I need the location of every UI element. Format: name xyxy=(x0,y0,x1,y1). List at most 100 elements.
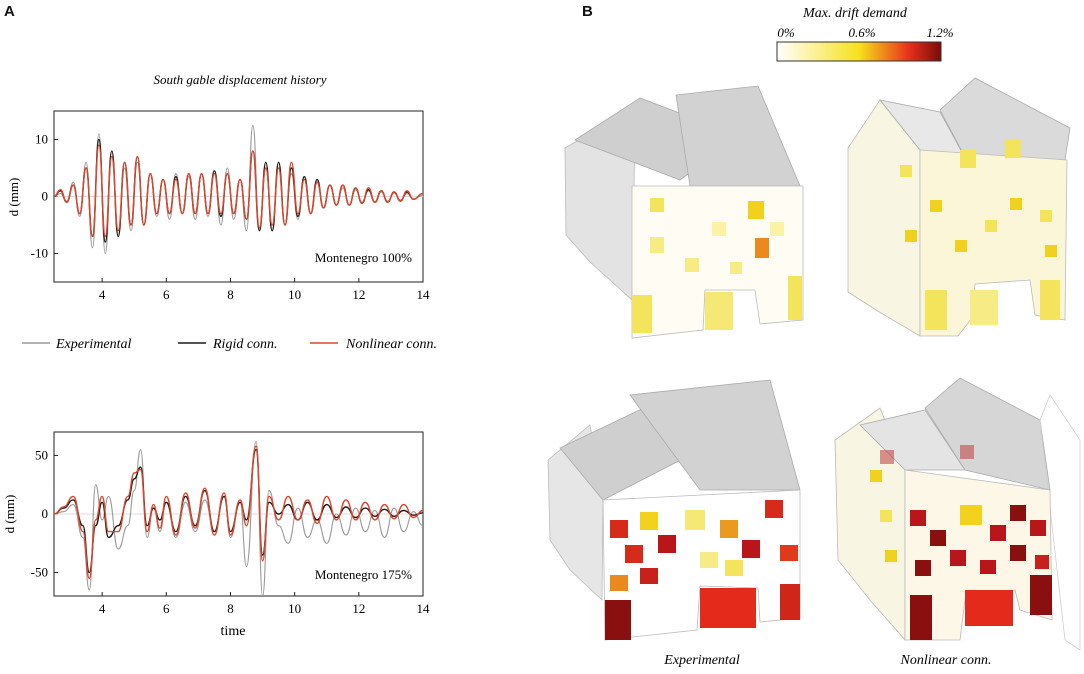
b2-cell xyxy=(1045,245,1057,257)
b3-cell xyxy=(780,584,800,620)
x-tick-label: 14 xyxy=(417,601,431,616)
b1-cell xyxy=(632,295,652,333)
b4-cell xyxy=(910,595,932,640)
b3-cell xyxy=(742,540,760,558)
chart2-xlabel: time xyxy=(221,624,246,639)
b1-cell xyxy=(650,198,664,212)
series-line-rigid-conn xyxy=(54,448,423,574)
b1-cell xyxy=(755,238,769,258)
chart2-series xyxy=(54,440,423,596)
b2-cell xyxy=(985,220,997,232)
b4-cell xyxy=(870,470,882,482)
y-tick-label: -50 xyxy=(31,565,48,580)
b1-front-wall xyxy=(631,185,804,339)
chart2-ylabel: d (mm) xyxy=(2,495,17,534)
b3-cell xyxy=(700,552,718,568)
colorbar-title: Max. drift demand xyxy=(802,6,908,21)
b2-cell xyxy=(1005,140,1021,158)
y-tick-label: -10 xyxy=(31,246,48,261)
y-tick-label: 10 xyxy=(35,132,48,147)
b2-cell xyxy=(900,165,912,177)
x-tick-label: 10 xyxy=(288,601,301,616)
legend: Experimental Rigid conn. Nonlinear conn. xyxy=(22,337,437,352)
building-nl-175 xyxy=(834,377,1081,651)
series-line-experimental xyxy=(54,440,423,596)
b3-cell xyxy=(720,520,738,538)
b4-cell xyxy=(885,550,897,562)
b1-roof-right xyxy=(675,85,801,187)
b4-cell xyxy=(910,510,926,526)
b4-cell xyxy=(1010,505,1026,521)
b2-front-wall xyxy=(919,149,1068,337)
b4-cell xyxy=(930,530,946,546)
colorbar-gradient xyxy=(776,41,942,62)
b2-cell xyxy=(1010,198,1022,210)
y-tick-label: 0 xyxy=(42,506,49,521)
b3-cell xyxy=(765,500,783,518)
building-exp-100 xyxy=(564,85,804,339)
b4-cell xyxy=(915,560,931,576)
building-exp-175 xyxy=(547,379,801,641)
b4-cell xyxy=(950,550,966,566)
b3-cell xyxy=(610,575,628,591)
b2-cell xyxy=(970,290,998,325)
b2-cell xyxy=(960,150,976,168)
b4-cell xyxy=(1035,555,1049,569)
b3-cell xyxy=(658,535,676,553)
b4-cell xyxy=(960,445,974,459)
b4-cell xyxy=(880,450,894,464)
x-tick-label: 6 xyxy=(163,601,170,616)
chart2: 4 6 8 10 12 14 50 0 -50 d (mm) time Montenegro 1… xyxy=(2,431,430,639)
b3-cell xyxy=(725,560,743,576)
b3-cell xyxy=(780,545,798,561)
colorbar: Max. drift demand 0% 0.6% 1.2% xyxy=(776,6,954,62)
x-tick-label: 12 xyxy=(352,601,365,616)
y-tick-label: 0 xyxy=(42,189,49,204)
b2-cell xyxy=(955,240,967,252)
series-line-nonlinear-conn xyxy=(54,445,423,580)
b4-cell xyxy=(980,560,996,574)
x-tick-label: 4 xyxy=(99,287,106,302)
model-caption-experimental: Experimental xyxy=(663,653,740,668)
model-caption-nonlinear: Nonlinear conn. xyxy=(900,653,992,668)
y-tick-label: 50 xyxy=(35,447,48,462)
b2-cell xyxy=(905,230,917,242)
x-tick-label: 6 xyxy=(163,287,170,302)
chart1-ylabel: d (mm) xyxy=(6,178,21,217)
b3-cell xyxy=(605,600,631,640)
b1-cell xyxy=(712,222,726,236)
b1-cell xyxy=(770,222,784,236)
b3-cell xyxy=(700,588,756,628)
b4-roof-right xyxy=(924,377,1051,491)
chart1-ticks: 4 6 8 10 12 14 10 0 -10 xyxy=(31,132,430,303)
b3-cell xyxy=(640,568,658,584)
colorbar-tick-2: 1.2% xyxy=(926,25,953,40)
chart2-ticks: 4 6 8 10 12 14 50 0 -50 xyxy=(31,447,430,616)
panel-label-a: A xyxy=(4,3,15,20)
b1-cell xyxy=(788,276,802,320)
b3-cell xyxy=(640,512,658,530)
b3-cell xyxy=(685,510,705,530)
x-tick-label: 8 xyxy=(227,287,234,302)
b4-cell xyxy=(990,525,1006,541)
colorbar-tick-1: 0.6% xyxy=(848,25,875,40)
b4-cell xyxy=(1030,520,1046,536)
legend-label-nonlinear: Nonlinear conn. xyxy=(345,337,437,352)
b4-cell xyxy=(1010,545,1026,561)
b4-wire-frame xyxy=(1039,394,1081,651)
legend-label-rigid: Rigid conn. xyxy=(212,337,278,352)
b4-cell xyxy=(880,510,892,522)
b2-cell xyxy=(925,290,947,330)
x-tick-label: 8 xyxy=(227,601,234,616)
b1-cell xyxy=(730,262,742,274)
chart1-annotation: Montenegro 100% xyxy=(315,250,412,265)
b1-cell xyxy=(650,237,664,253)
panel-label-b: B xyxy=(582,3,593,20)
chart1-title: South gable displacement history xyxy=(154,72,327,87)
b2-cell xyxy=(1040,280,1060,320)
b1-cell xyxy=(705,292,733,330)
colorbar-tick-0: 0% xyxy=(777,25,795,40)
chart2-annotation: Montenegro 175% xyxy=(315,567,412,582)
b1-cell xyxy=(748,201,764,219)
